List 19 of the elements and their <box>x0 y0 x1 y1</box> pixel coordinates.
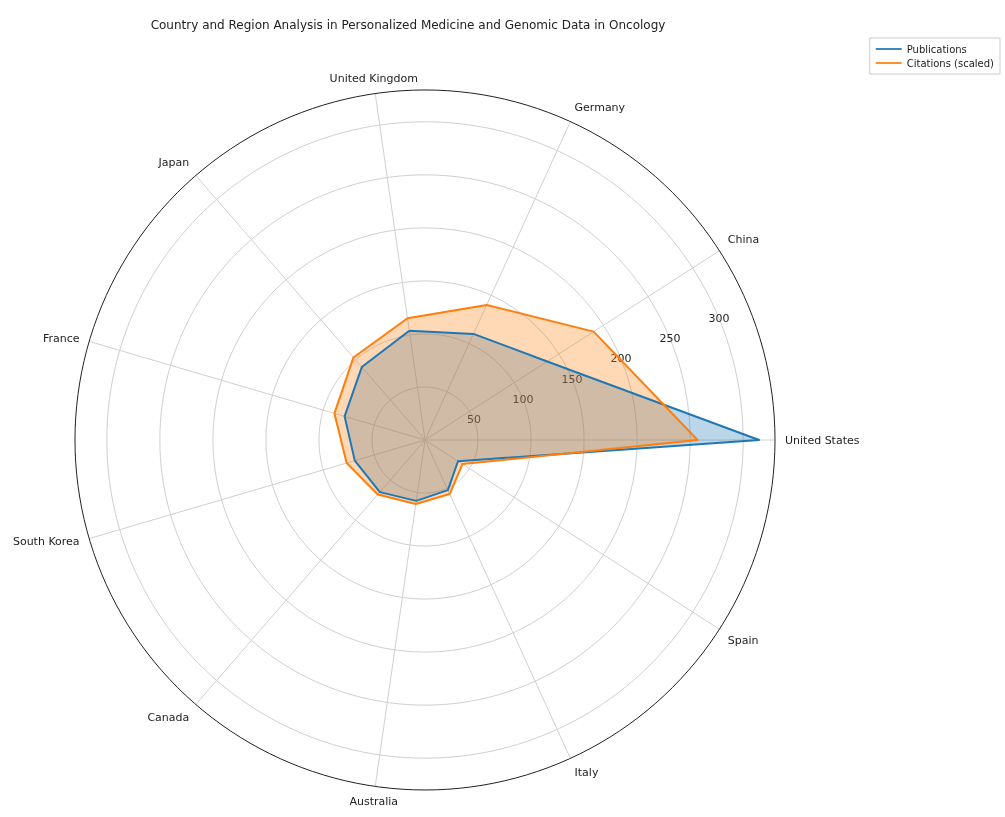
spoke-label: Canada <box>147 711 190 725</box>
spoke-label: South Korea <box>12 534 80 548</box>
spoke-label: France <box>43 332 80 346</box>
legend-label: Publications <box>906 43 967 55</box>
y-tick-label: 50 <box>466 413 481 427</box>
y-tick-label: 250 <box>659 332 681 346</box>
chart-title: Country and Region Analysis in Personalized Medicine and Genomic Data in Oncology <box>150 18 666 32</box>
y-tick-label: 150 <box>561 372 583 386</box>
spoke-label: Italy <box>574 766 599 780</box>
spoke-label: Germany <box>574 100 626 114</box>
spoke-label: United States <box>785 433 860 447</box>
y-tick-label: 300 <box>708 311 730 325</box>
spoke-label: Spain <box>727 633 759 647</box>
spoke-label: Australia <box>349 795 399 809</box>
spoke-label: Japan <box>157 155 190 169</box>
spoke-label: United Kingdom <box>329 71 418 85</box>
spoke-label: China <box>727 233 760 247</box>
legend-label: Citations (scaled) <box>906 57 995 69</box>
y-tick-label: 100 <box>512 392 534 406</box>
